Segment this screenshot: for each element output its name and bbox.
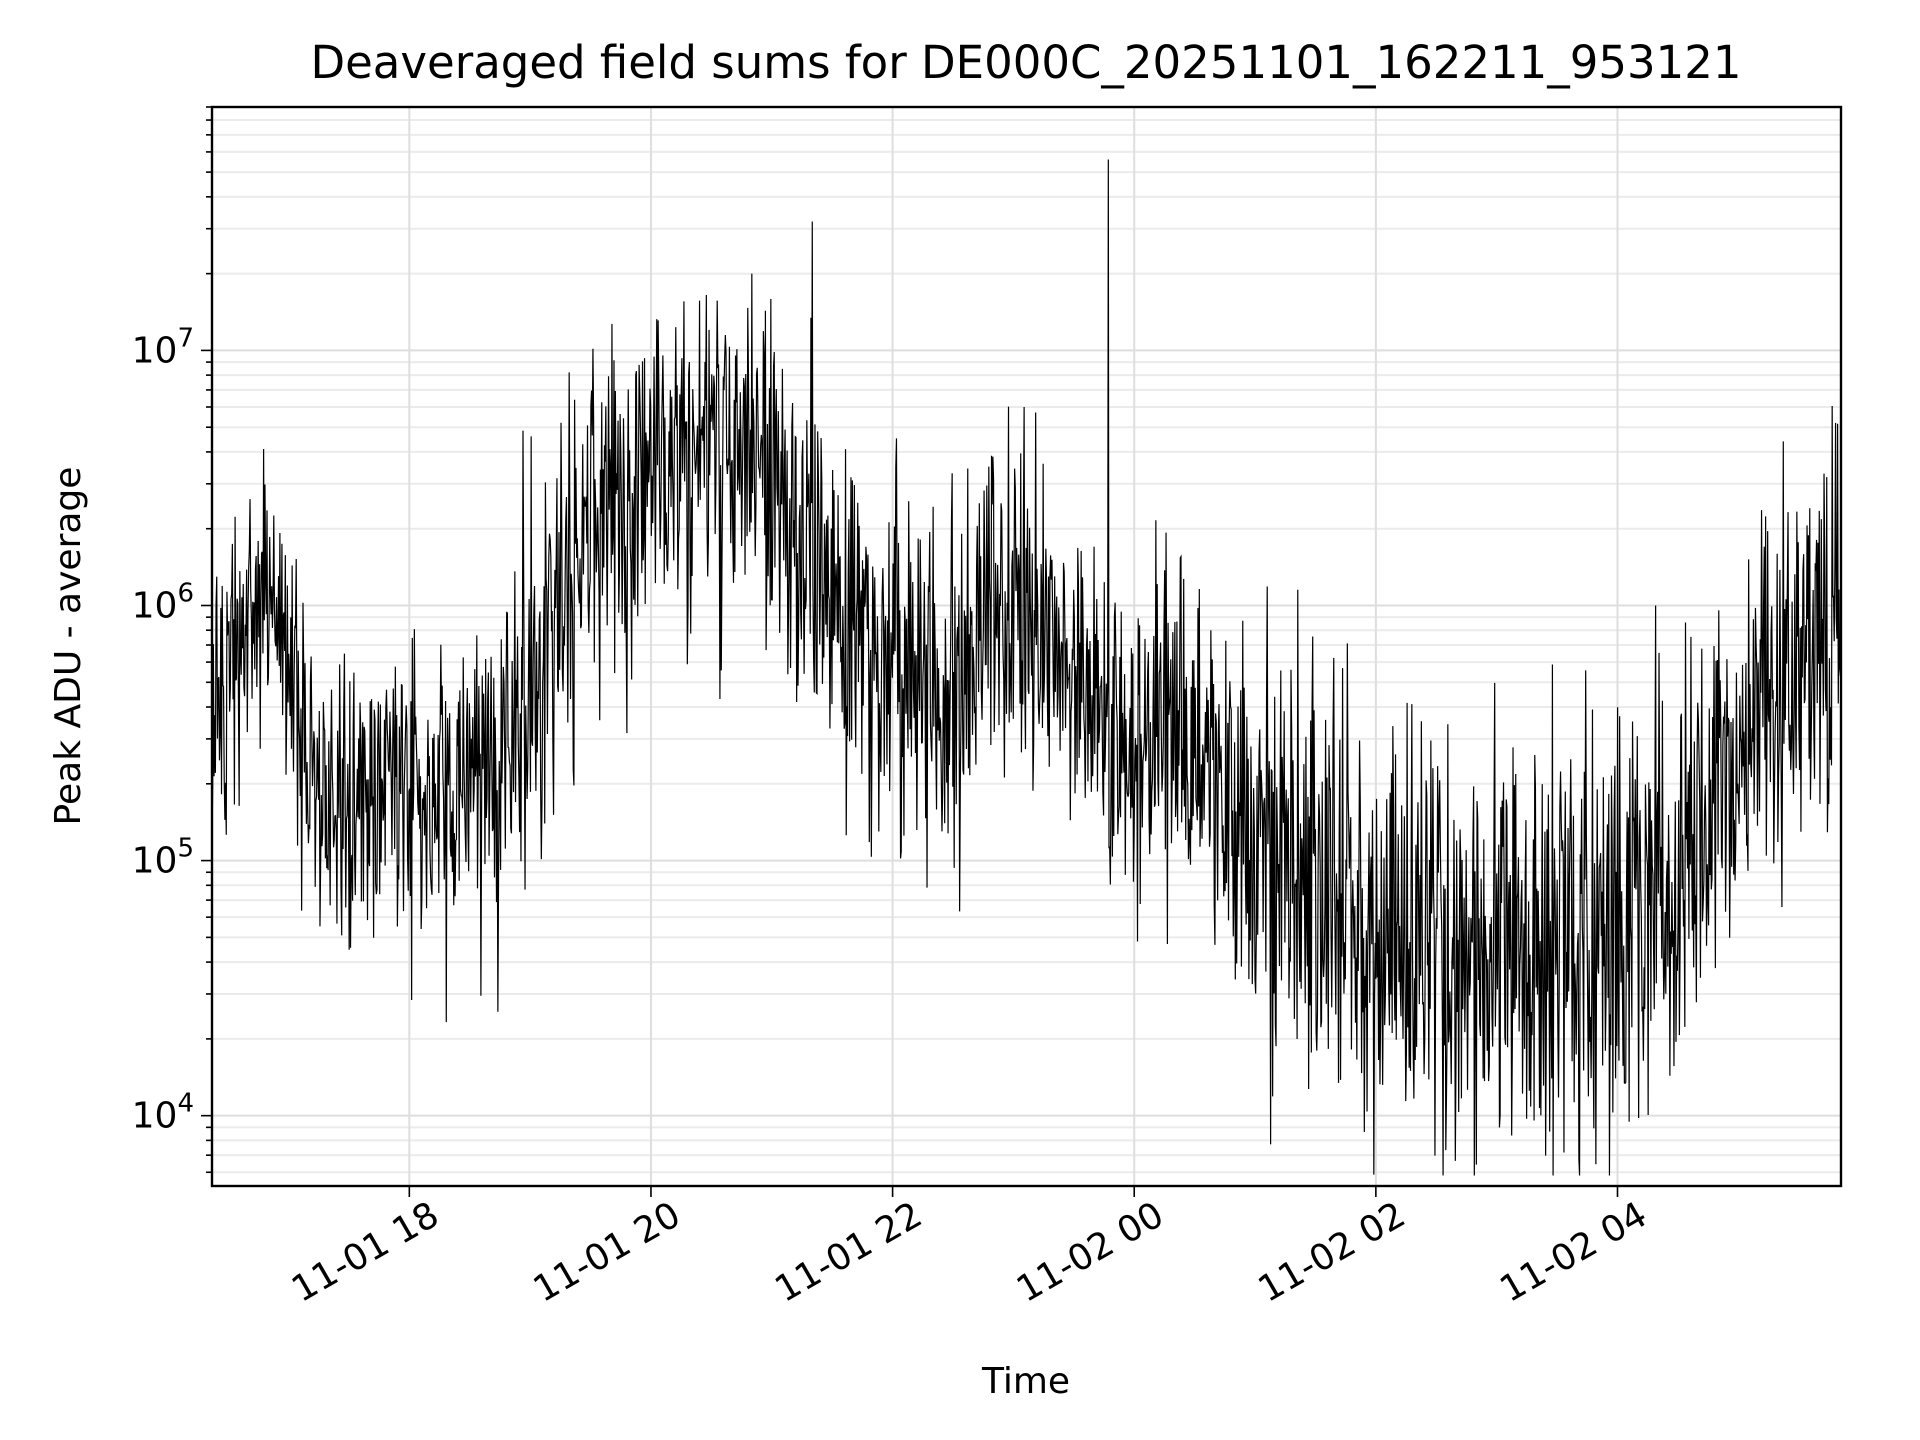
chart-title: Deaveraged field sums for DE000C_2025110…	[310, 36, 1741, 89]
x-tick-label: 11-02 04	[1493, 1194, 1654, 1310]
y-tick-label: 105	[132, 834, 194, 882]
y-tick-label: 106	[132, 578, 194, 626]
minor-gridlines	[212, 106, 1841, 1174]
x-tick-label: 11-01 22	[768, 1194, 929, 1310]
x-tick-label: 11-02 02	[1252, 1194, 1413, 1310]
x-tick-label: 11-01 18	[285, 1194, 446, 1310]
x-axis-label: Time	[981, 1361, 1070, 1402]
x-tick-label: 11-01 20	[527, 1194, 688, 1310]
x-tick-label: 11-02 00	[1010, 1194, 1171, 1310]
series-line	[211, 159, 1842, 1176]
plot-frame	[210, 105, 1843, 1188]
y-tick-label: 107	[132, 323, 194, 371]
x-tick-labels: 11-01 18 11-01 20 11-01 22 11-02 00 11-02 02…	[285, 1194, 1654, 1310]
y-tick-label: 104	[132, 1089, 194, 1137]
y-tick-labels: 104 105 106 107	[132, 323, 194, 1136]
y-axis-label: Peak ADU - average	[48, 467, 89, 826]
